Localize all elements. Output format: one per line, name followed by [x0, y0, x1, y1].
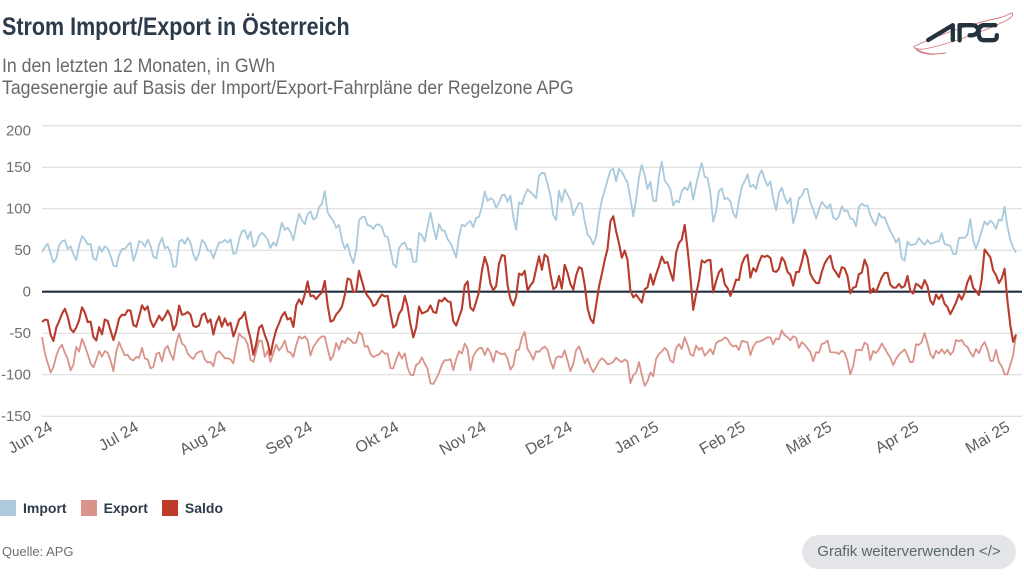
svg-text:Aug 24: Aug 24 — [177, 419, 230, 459]
svg-text:Sep 24: Sep 24 — [263, 419, 316, 459]
svg-text:Dez 24: Dez 24 — [523, 419, 575, 459]
svg-text:-50: -50 — [9, 325, 31, 342]
svg-text:50: 50 — [14, 242, 31, 259]
svg-text:Okt 24: Okt 24 — [353, 419, 402, 457]
svg-text:150: 150 — [6, 159, 31, 176]
svg-text:Jan 25: Jan 25 — [612, 419, 662, 458]
svg-text:Feb 25: Feb 25 — [697, 419, 749, 459]
svg-text:Apr 25: Apr 25 — [873, 419, 922, 457]
svg-text:200: 200 — [6, 122, 31, 139]
svg-text:-150: -150 — [1, 408, 31, 425]
svg-text:Mai 25: Mai 25 — [963, 419, 1013, 458]
svg-text:Mär 25: Mär 25 — [783, 419, 835, 459]
svg-text:Jul 24: Jul 24 — [96, 419, 142, 455]
svg-text:0: 0 — [23, 283, 31, 300]
svg-text:Nov 24: Nov 24 — [437, 419, 489, 459]
svg-text:-100: -100 — [1, 366, 31, 383]
svg-text:100: 100 — [6, 200, 31, 217]
